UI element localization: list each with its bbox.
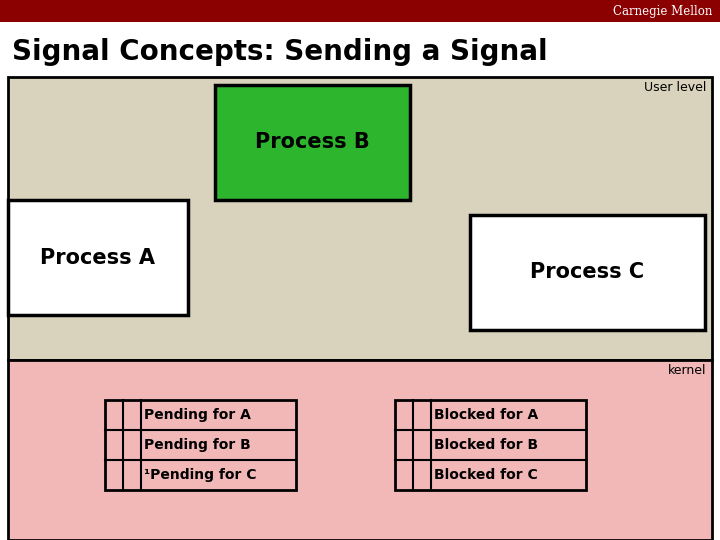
Text: Pending for A: Pending for A — [144, 408, 251, 422]
Bar — [105, 400, 296, 490]
Text: Process A: Process A — [40, 247, 156, 267]
Text: Pending for B: Pending for B — [144, 438, 251, 452]
Bar — [215, 85, 410, 200]
Text: Blocked for B: Blocked for B — [434, 438, 538, 452]
Bar — [8, 77, 712, 360]
Text: kernel: kernel — [667, 364, 706, 377]
Text: User level: User level — [644, 81, 706, 94]
Text: Carnegie Mellon: Carnegie Mellon — [613, 4, 712, 17]
Bar — [8, 360, 712, 540]
Bar — [8, 200, 188, 315]
Bar — [0, 0, 720, 22]
Text: Blocked for C: Blocked for C — [434, 468, 538, 482]
Text: Signal Concepts: Sending a Signal: Signal Concepts: Sending a Signal — [12, 38, 548, 66]
Bar — [395, 400, 586, 490]
Text: ¹Pending for C: ¹Pending for C — [144, 468, 256, 482]
Text: Blocked for A: Blocked for A — [434, 408, 539, 422]
Text: Process C: Process C — [531, 262, 644, 282]
Bar — [470, 215, 705, 330]
Text: Process B: Process B — [255, 132, 370, 152]
